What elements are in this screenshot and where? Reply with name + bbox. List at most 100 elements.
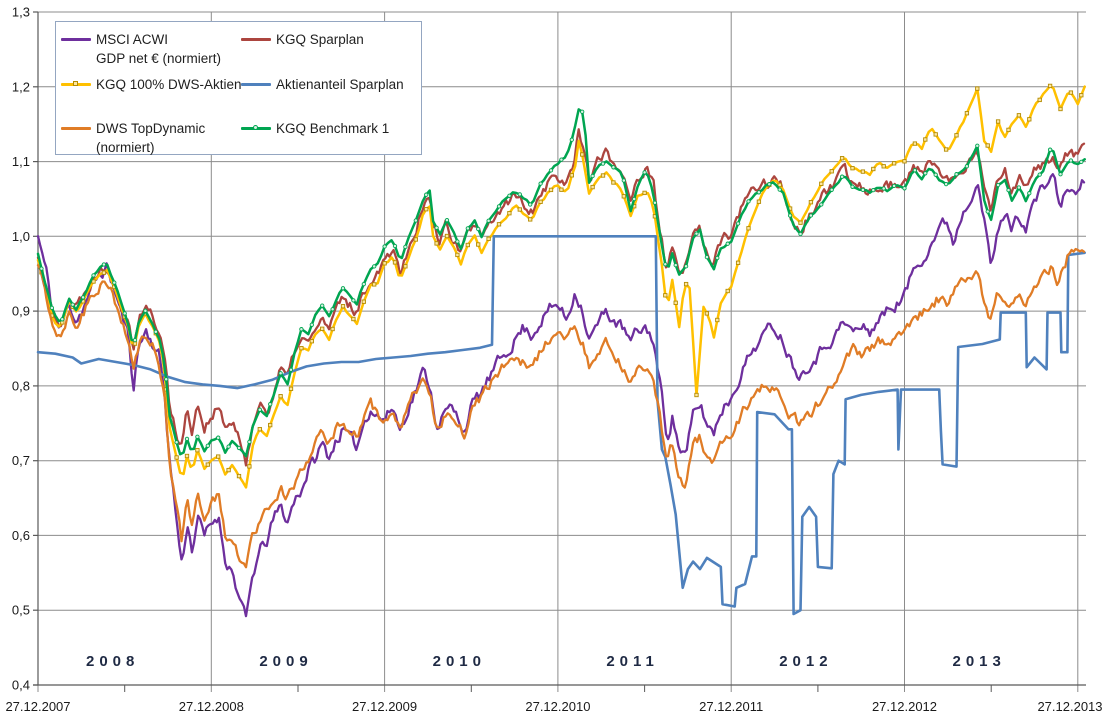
series-marker [112,280,117,285]
year-band-label: 2009 [259,653,312,670]
series-marker [486,236,491,241]
y-axis-tick-label: 1,2 [12,79,30,94]
series-marker [850,184,855,189]
series-marker [1068,90,1074,95]
y-axis-tick-label: 0,9 [12,304,30,319]
series-marker [1027,191,1032,196]
series-marker [49,305,55,311]
x-axis-tick-label: 27.12.2010 [525,699,590,714]
series-marker [444,233,450,239]
series-marker [548,187,554,193]
series-marker [891,183,897,189]
series-marker [351,316,356,322]
series-marker [954,133,959,138]
series-marker [683,264,689,269]
series-marker [205,443,210,448]
series-marker [746,226,751,231]
series-marker [704,311,710,316]
x-axis-tick-label: 27.12.2009 [352,699,417,714]
series-marker [683,281,689,287]
series-marker [975,143,980,148]
series-marker [777,187,782,192]
series-marker [434,241,439,246]
legend-item-kgq-100-dws-aktien[interactable]: KGQ 100% DWS-Aktien [61,75,242,94]
series-marker [424,192,429,197]
series-marker [985,143,990,148]
series-marker [902,159,907,164]
series-marker [871,166,876,172]
legend-swatch-kgq-sparplan [241,30,271,49]
series-marker [538,199,543,204]
series-marker [1037,97,1042,103]
series-marker [642,170,647,175]
series-marker [1016,113,1022,118]
series-marker [715,255,720,261]
series-marker [91,273,96,278]
series-marker [528,202,533,207]
legend-label: Aktienanteil Sparplan [276,77,404,92]
series-marker [299,327,304,332]
series-marker [80,295,86,300]
series-marker [923,171,928,176]
series-marker [507,193,512,198]
series-marker [943,181,949,187]
series-marker [1079,93,1084,98]
year-band-label: 2012 [779,653,832,670]
series-marker [184,453,190,459]
series-marker [288,386,294,391]
series-marker [164,377,169,382]
legend-item-kgq-benchmark-1[interactable]: KGQ Benchmark 1 [241,119,389,138]
series-marker [361,299,366,304]
series-marker [413,237,418,242]
series-marker [694,231,699,236]
series-marker [808,213,814,218]
series-marker [985,209,990,214]
legend-swatch-kgq-benchmark-1 [241,119,271,138]
series-marker [715,317,720,323]
x-axis-tick-label: 27.12.2012 [872,699,937,714]
series-marker [320,326,325,331]
series-marker [673,300,678,305]
year-band-label: 2011 [606,653,659,670]
series-marker [611,180,616,185]
series-marker [663,262,668,267]
y-axis-tick-label: 0,7 [12,453,30,468]
year-band-label: 2010 [433,653,486,670]
series-marker [1068,158,1074,163]
legend-item-kgq-sparplan[interactable]: KGQ Sparplan [241,30,364,49]
series-marker [850,166,855,171]
series-marker [600,161,606,166]
series-marker [912,168,918,173]
series-marker [860,169,866,174]
series-marker [486,218,491,223]
legend-item-msci-acwi[interactable]: MSCI ACWI GDP net € (normiert) [61,30,221,68]
series-marker [580,152,585,157]
series-marker [881,164,886,169]
series-marker [153,329,158,334]
series-marker [704,254,710,260]
legend-item-aktienanteil-sparplan[interactable]: Aktienanteil Sparplan [241,75,404,94]
series-marker [268,422,273,428]
series-marker [216,454,221,459]
series-marker [299,346,304,351]
legend-label: KGQ Benchmark 1 [276,121,390,136]
series-marker [517,192,522,197]
series-marker [216,435,221,440]
series-marker [746,199,751,204]
legend-item-dws-topdynamic[interactable]: DWS TopDynamic (normiert) [61,119,205,157]
series-marker [538,181,543,186]
series-marker [372,264,377,269]
series-marker [351,298,356,303]
series-marker [444,217,450,223]
series-marker [143,308,148,313]
series-marker [340,304,346,309]
series-marker [819,202,824,207]
series-marker [309,339,314,344]
series-marker [933,172,938,177]
series-marker [580,109,585,114]
series-marker [517,207,522,212]
series-marker [735,260,741,265]
x-axis-tick-label: 27.12.2008 [179,699,244,714]
series-marker [891,161,897,166]
series-marker [309,322,314,327]
